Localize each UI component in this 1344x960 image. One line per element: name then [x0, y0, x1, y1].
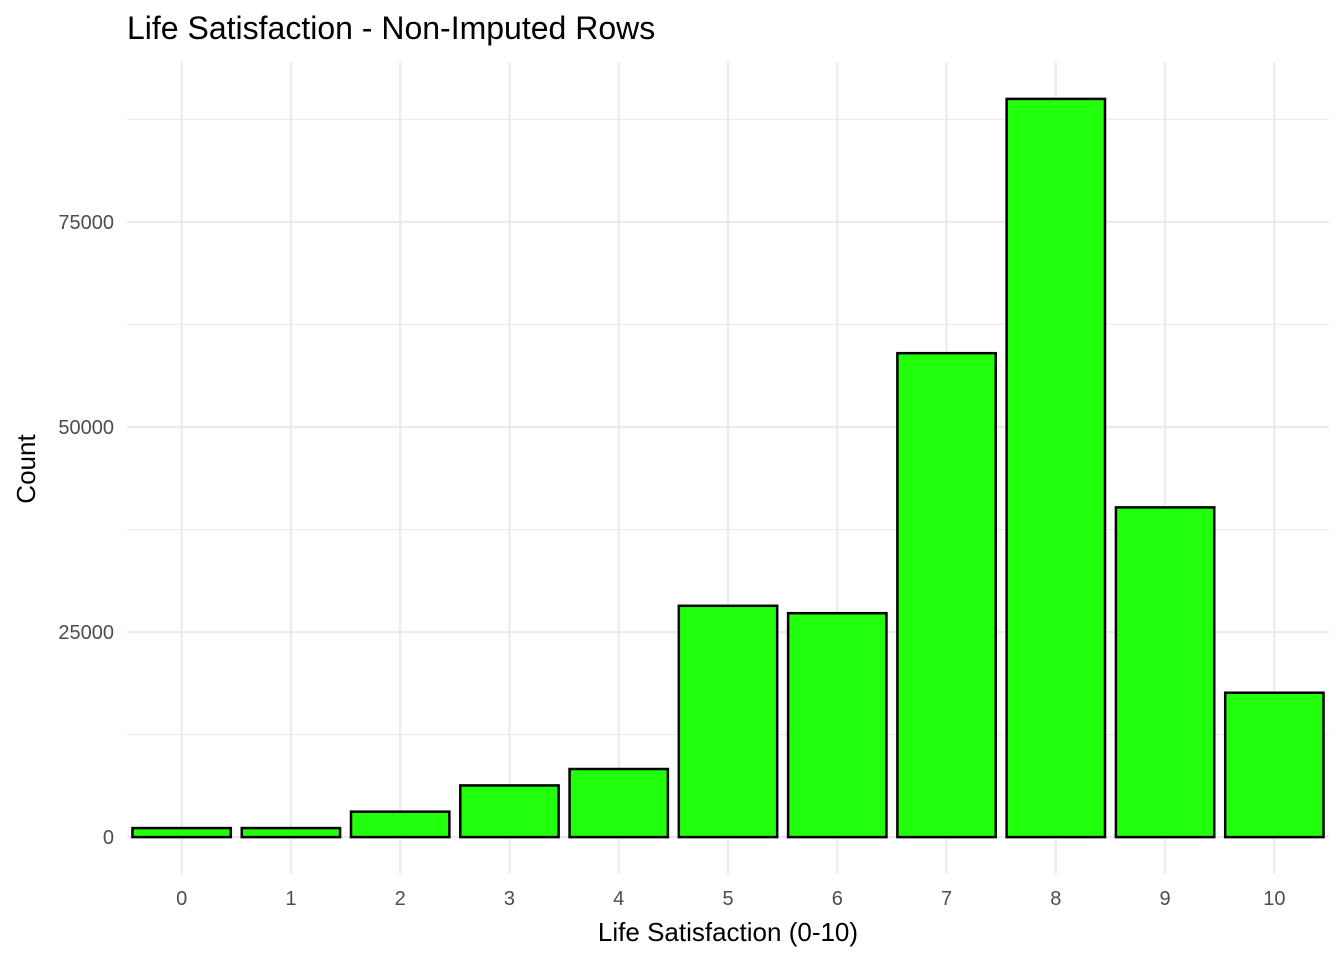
x-axis-ticks: 0 1 2 3 4 5 6 7 8 9 10 — [176, 888, 1285, 910]
bar-2 — [349, 810, 451, 839]
x-tick-label: 8 — [1050, 888, 1061, 910]
y-tick-label: 75000 — [58, 212, 114, 234]
y-tick-label: 50000 — [58, 417, 114, 439]
x-tick-label: 3 — [504, 888, 515, 910]
chart-title: Life Satisfaction - Non-Imputed Rows — [127, 10, 655, 46]
bar-6 — [786, 611, 888, 839]
y-axis-ticks: 0 25000 50000 75000 — [58, 212, 114, 849]
x-axis-title: Life Satisfaction (0-10) — [598, 917, 858, 947]
bar-10 — [1223, 691, 1325, 839]
bar-7 — [896, 351, 997, 839]
y-axis-title: Count — [11, 434, 41, 504]
x-tick-label: 4 — [613, 888, 624, 910]
x-tick-label: 0 — [176, 888, 187, 910]
bar-9 — [1114, 506, 1216, 839]
bars — [131, 97, 1325, 839]
bar-3 — [459, 784, 560, 839]
bar-4 — [568, 767, 670, 839]
x-tick-label: 9 — [1160, 888, 1171, 910]
y-tick-label: 0 — [103, 827, 114, 849]
bar-5 — [677, 604, 779, 839]
x-tick-label: 1 — [285, 888, 296, 910]
x-tick-label: 10 — [1263, 888, 1285, 910]
x-tick-label: 2 — [395, 888, 406, 910]
x-tick-label: 6 — [832, 888, 843, 910]
x-tick-label: 5 — [722, 888, 733, 910]
bar-8 — [1005, 97, 1107, 839]
y-tick-label: 25000 — [58, 622, 114, 644]
bar-0 — [131, 826, 233, 839]
x-tick-label: 7 — [941, 888, 952, 910]
bar-1 — [240, 826, 342, 839]
